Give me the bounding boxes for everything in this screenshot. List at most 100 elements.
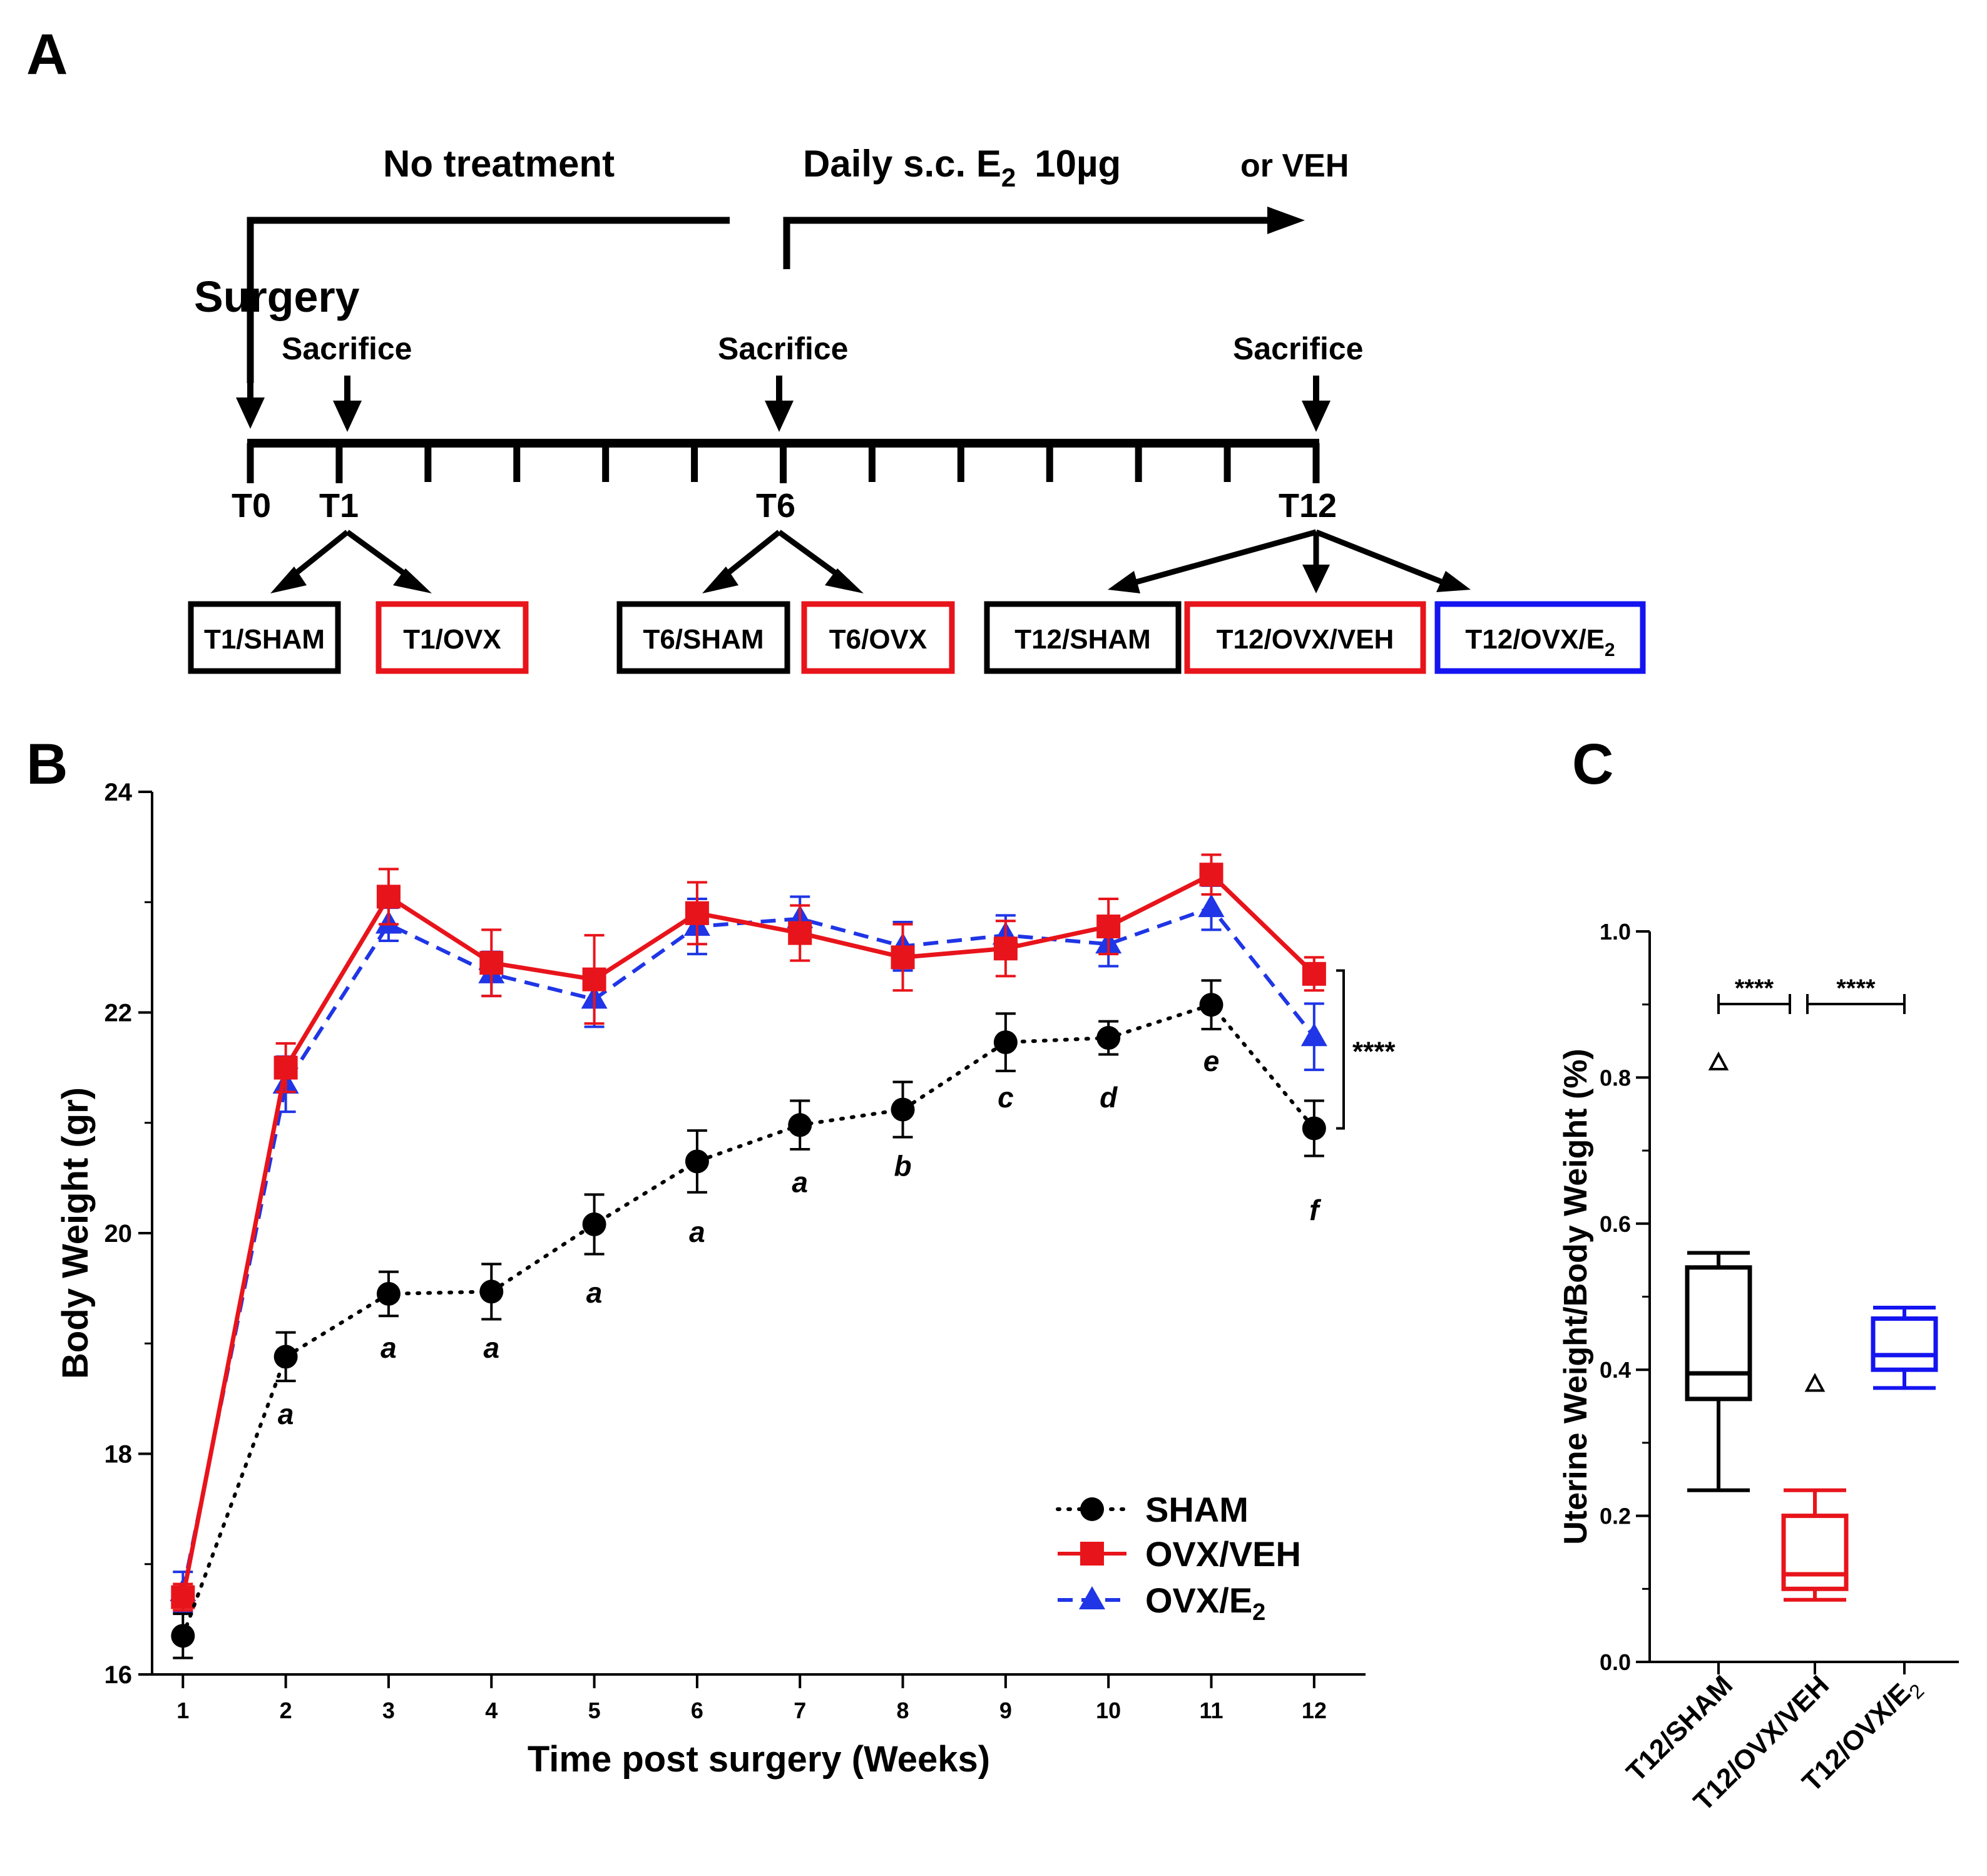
data-point bbox=[376, 884, 401, 909]
data-point bbox=[376, 1281, 401, 1306]
x-tick-label: 12 bbox=[1302, 1698, 1327, 1723]
group-box bbox=[984, 601, 1182, 674]
group-boxes: T1/SHAM T1/OVX T6/SHAM T6/OVX T12/SHAM T12/OV… bbox=[188, 601, 1646, 674]
timepoint-t1: T1 bbox=[319, 487, 359, 525]
treatment-arrow bbox=[783, 217, 1292, 269]
group-label: T1/OVX bbox=[403, 624, 501, 655]
y-tick-label: 1.0 bbox=[1600, 919, 1631, 945]
significance-bracket bbox=[1806, 994, 1906, 1014]
data-point bbox=[582, 1212, 606, 1236]
daily-treatment-label: Daily s.c. E2 10µg bbox=[803, 143, 1121, 192]
box-iqr bbox=[1781, 1514, 1849, 1591]
series-line bbox=[180, 871, 1316, 1598]
legend-label: OVX/E2 bbox=[1145, 1581, 1265, 1626]
group-box bbox=[801, 601, 955, 674]
significance-letter: e bbox=[1203, 1045, 1220, 1077]
x-tick-label: 2 bbox=[280, 1698, 292, 1723]
split-arrow-heads bbox=[270, 565, 1471, 593]
timepoint-t12: T12 bbox=[1279, 487, 1337, 525]
data-point bbox=[1300, 1023, 1327, 1047]
box-iqr bbox=[1871, 1316, 1938, 1372]
group-label-text: T12/SHAM bbox=[1014, 624, 1151, 655]
x-tick-label: 11 bbox=[1199, 1698, 1223, 1723]
y-tick-label: 0.0 bbox=[1600, 1649, 1631, 1675]
x-tick-label: 9 bbox=[999, 1698, 1012, 1723]
surgery-label: Surgery bbox=[194, 272, 360, 321]
data-point bbox=[1302, 961, 1326, 986]
series-ovx-veh bbox=[171, 853, 1326, 1612]
data-point bbox=[685, 901, 709, 925]
group-box bbox=[188, 601, 341, 674]
group-box bbox=[1184, 601, 1426, 674]
group-label: T6/SHAM bbox=[643, 624, 764, 655]
data-point bbox=[788, 1113, 812, 1137]
surgery-arrow-head bbox=[236, 397, 265, 429]
outlier-point bbox=[1708, 1051, 1729, 1071]
x-tick-label: 7 bbox=[794, 1698, 806, 1723]
legend-label: OVX/VEH bbox=[1145, 1534, 1301, 1574]
x-tick-label: 1 bbox=[176, 1698, 189, 1723]
y-tick-label: 18 bbox=[105, 1441, 133, 1469]
data-point bbox=[273, 1345, 298, 1369]
group-label: T6/OVX bbox=[829, 624, 927, 655]
panel-c-letter: C bbox=[1572, 732, 1613, 796]
sacrifice-arrow-head-t1 bbox=[333, 401, 362, 432]
data-point bbox=[479, 951, 504, 975]
significance-letter: a bbox=[483, 1331, 499, 1364]
significance-stars: **** bbox=[1735, 975, 1774, 1002]
panel-c: C 0.0 0.2 0.4 0.6 0.8 1.0 Uterine Weight/Body … bbox=[1558, 732, 1959, 1817]
significance-stars: **** bbox=[1352, 1037, 1396, 1067]
sacrifice-arrow-head-t6 bbox=[765, 401, 794, 432]
data-point bbox=[891, 1097, 915, 1122]
significance-bracket bbox=[1336, 969, 1345, 1130]
timepoint-t6: T6 bbox=[756, 487, 795, 525]
x-tick-label: 3 bbox=[382, 1698, 395, 1723]
panel-a: A No treatment Daily s.c. E2 10µg or VEH … bbox=[26, 23, 1646, 674]
group-label-text: T6/SHAM bbox=[643, 624, 764, 655]
no-treatment-label: No treatment bbox=[383, 143, 615, 185]
treatment-arrow-head bbox=[1267, 207, 1305, 234]
box-iqr bbox=[1685, 1265, 1752, 1402]
panel-b-letter: B bbox=[26, 732, 68, 796]
y-axis-label: Uterine Weight/Body Weight (%) bbox=[1558, 1048, 1594, 1545]
y-tick-label: 16 bbox=[105, 1661, 133, 1689]
x-tick-label: 4 bbox=[485, 1698, 498, 1723]
outlier-point bbox=[1804, 1373, 1826, 1392]
y-tick-label: 0.8 bbox=[1600, 1065, 1631, 1090]
data-point bbox=[1096, 1026, 1121, 1050]
data-point bbox=[1079, 1586, 1105, 1609]
y-tick-label: 22 bbox=[105, 1000, 133, 1027]
y-tick-label: 0.6 bbox=[1600, 1211, 1631, 1237]
legend-label: SHAM bbox=[1145, 1490, 1249, 1529]
group-label-text: T12/OVX/E bbox=[1465, 624, 1605, 655]
data-point bbox=[171, 1585, 195, 1609]
box-2 bbox=[1871, 1306, 1938, 1390]
significance-letter: d bbox=[1100, 1081, 1118, 1114]
group-box bbox=[1434, 601, 1646, 674]
data-point bbox=[1096, 915, 1121, 939]
data-point bbox=[582, 967, 606, 992]
group-label-sub: 2 bbox=[1605, 640, 1615, 660]
data-point bbox=[1080, 1542, 1104, 1566]
y-tick-label: 20 bbox=[105, 1220, 133, 1248]
data-point bbox=[685, 1149, 709, 1174]
significance-letter: c bbox=[998, 1081, 1014, 1114]
panel-a-letter: A bbox=[26, 23, 68, 86]
x-tick-label: 8 bbox=[897, 1698, 909, 1723]
data-point bbox=[993, 1030, 1018, 1055]
group-label: T12/OVX/VEH bbox=[1217, 624, 1394, 655]
series-sham bbox=[171, 979, 1326, 1659]
x-axis-label: Time post surgery (Weeks) bbox=[528, 1739, 990, 1780]
x-tick-label: 10 bbox=[1096, 1698, 1121, 1723]
y-tick-label: 0.2 bbox=[1600, 1504, 1631, 1529]
data-point bbox=[1080, 1497, 1104, 1521]
significance-letter: f bbox=[1309, 1194, 1322, 1226]
y-tick-label: 0.4 bbox=[1600, 1357, 1631, 1383]
sacrifice-label-t6: Sacrifice bbox=[718, 331, 848, 366]
data-point bbox=[171, 1624, 195, 1648]
box-0 bbox=[1685, 1051, 1752, 1492]
legend-label-text: OVX/VEH bbox=[1145, 1534, 1301, 1574]
